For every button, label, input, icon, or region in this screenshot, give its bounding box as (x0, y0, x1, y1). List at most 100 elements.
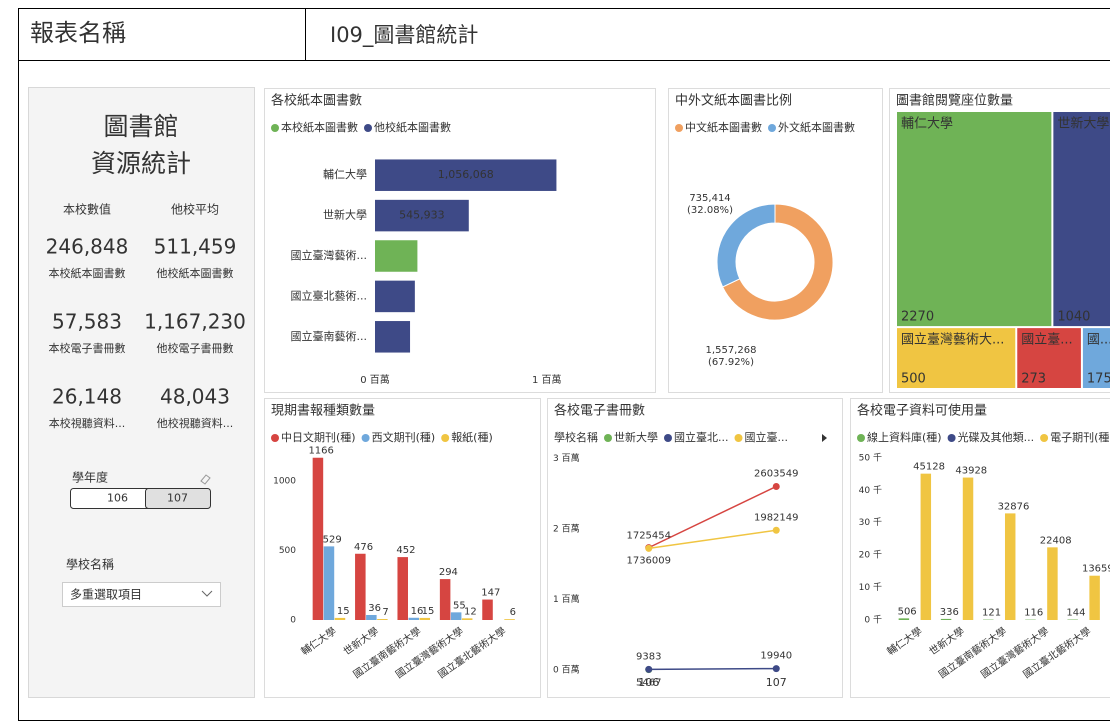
header-title: I09_圖書館統計 (330, 23, 478, 48)
kpi-label: 他校紙本圖書數 (157, 266, 234, 280)
legend-label: 國立臺... (745, 430, 789, 444)
kpi-value: 57,583 (52, 310, 122, 334)
bar-value-label: 476 (354, 542, 373, 553)
legend-swatch (947, 434, 956, 442)
legend-swatch (271, 434, 279, 442)
bar-value-label: 16 (411, 606, 424, 617)
bar (355, 553, 366, 620)
bar (334, 617, 346, 620)
bar-value-label: 55 (453, 600, 466, 611)
legend-label: 國立臺北... (674, 430, 729, 444)
bar (482, 599, 493, 620)
bar (1089, 575, 1100, 620)
bar (375, 240, 418, 272)
bar-value-label: 43928 (955, 466, 987, 477)
bar-value-label: 32876 (998, 501, 1030, 512)
bar-value-label: 1166 (308, 446, 333, 457)
point-value-label: 1736009 (626, 556, 671, 567)
bar (450, 612, 462, 620)
school-dropdown[interactable] (62, 582, 221, 607)
y-tick-label: 2 百萬 (553, 523, 580, 535)
column-label: 本校數值 (63, 202, 111, 217)
bar (962, 477, 974, 620)
bar (920, 473, 932, 620)
treemap-cell (1082, 328, 1110, 388)
line-point (772, 482, 780, 490)
bar (1004, 513, 1016, 620)
bar-value-label: 15 (422, 606, 435, 617)
bar-value-label: 45128 (913, 462, 945, 473)
chart-panel (264, 88, 656, 393)
legend-more-arrow (822, 434, 827, 442)
line (648, 529, 777, 550)
y-tick-label: 0 百萬 (553, 664, 580, 676)
chart-title: 各校紙本圖書數 (271, 93, 362, 109)
y-category-label: 國立臺北藝術... (291, 288, 368, 302)
line-point (645, 544, 653, 552)
treemap-name: 世新大學 (1057, 116, 1109, 132)
legend-label: 中文紙本圖書數 (685, 120, 762, 134)
line-point (772, 526, 780, 534)
legend-label: 線上資料庫(種) (867, 430, 942, 444)
bar (461, 618, 473, 620)
point-value-label: 19940 (760, 651, 792, 662)
slice-value-label: 1,557,268 (706, 345, 757, 356)
x-category-label: 107 (766, 676, 787, 689)
legend-label: 外文紙本圖書數 (778, 120, 855, 134)
line (648, 485, 777, 549)
bar (419, 617, 431, 620)
eraser-icon (200, 474, 211, 485)
legend-label: 報紙(種) (451, 430, 493, 444)
bar-value-label: 545,933 (399, 209, 445, 222)
line (648, 667, 777, 671)
legend-swatch (675, 124, 683, 132)
bar (408, 617, 420, 620)
point-value-label: 1982149 (754, 512, 799, 523)
legend-label: 西文期刊(種) (372, 430, 436, 444)
bar-value-label: 294 (439, 567, 458, 578)
legend-swatch (364, 124, 372, 132)
bar-value-label: 22408 (1040, 535, 1072, 546)
dropdown-placeholder: 多重選取項目 (70, 588, 142, 602)
bar-value-label: 13659 (1082, 564, 1110, 575)
y-tick-label: 0 千 (864, 615, 882, 626)
bar (375, 321, 411, 353)
treemap-name: 輔仁大學 (901, 117, 953, 132)
y-tick-label: 30 千 (859, 517, 882, 528)
year-option-label: 106 (107, 492, 128, 505)
donut-slice (721, 203, 834, 321)
legend-swatch (857, 434, 865, 442)
bar (940, 618, 952, 620)
chart-title: 各校電子書冊數 (554, 403, 645, 419)
chart-panel (668, 88, 883, 393)
treemap-cell (897, 328, 1016, 388)
bar-value-label: 1,056,068 (438, 168, 494, 181)
kpi-value: 246,848 (46, 235, 129, 259)
column-label: 他校平均 (171, 202, 219, 217)
y-tick-label: 0 (290, 616, 296, 626)
legend-label: 電子期刊(種 (1050, 430, 1109, 444)
legend-label: 光碟及其他類... (958, 430, 1035, 444)
treemap-cell (1053, 112, 1110, 327)
legend-swatch (441, 434, 450, 442)
year-option[interactable] (145, 488, 211, 509)
bar (377, 619, 388, 620)
chart-title: 中外文紙本圖書比例 (675, 94, 792, 109)
bar-value-label: 529 (323, 534, 342, 545)
y-category-label: 世新大學 (323, 208, 367, 222)
treemap-value: 2270 (901, 310, 934, 325)
bar-value-label: 36 (368, 603, 381, 614)
kpi-label: 本校紙本圖書數 (49, 266, 126, 280)
bar (898, 618, 910, 620)
bar-value-label: 144 (1066, 608, 1085, 619)
kpi-value: 26,148 (52, 385, 122, 409)
treemap-name: 國... (1087, 333, 1110, 348)
kpi-label: 本校電子書冊數 (49, 341, 126, 355)
frame (18, 8, 1110, 721)
kpi-label: 他校視聽資料... (157, 416, 234, 430)
y-category-label: 輔仁大學 (323, 167, 367, 181)
treemap-value: 500 (901, 372, 926, 387)
bar-value-label: 147 (481, 588, 500, 599)
